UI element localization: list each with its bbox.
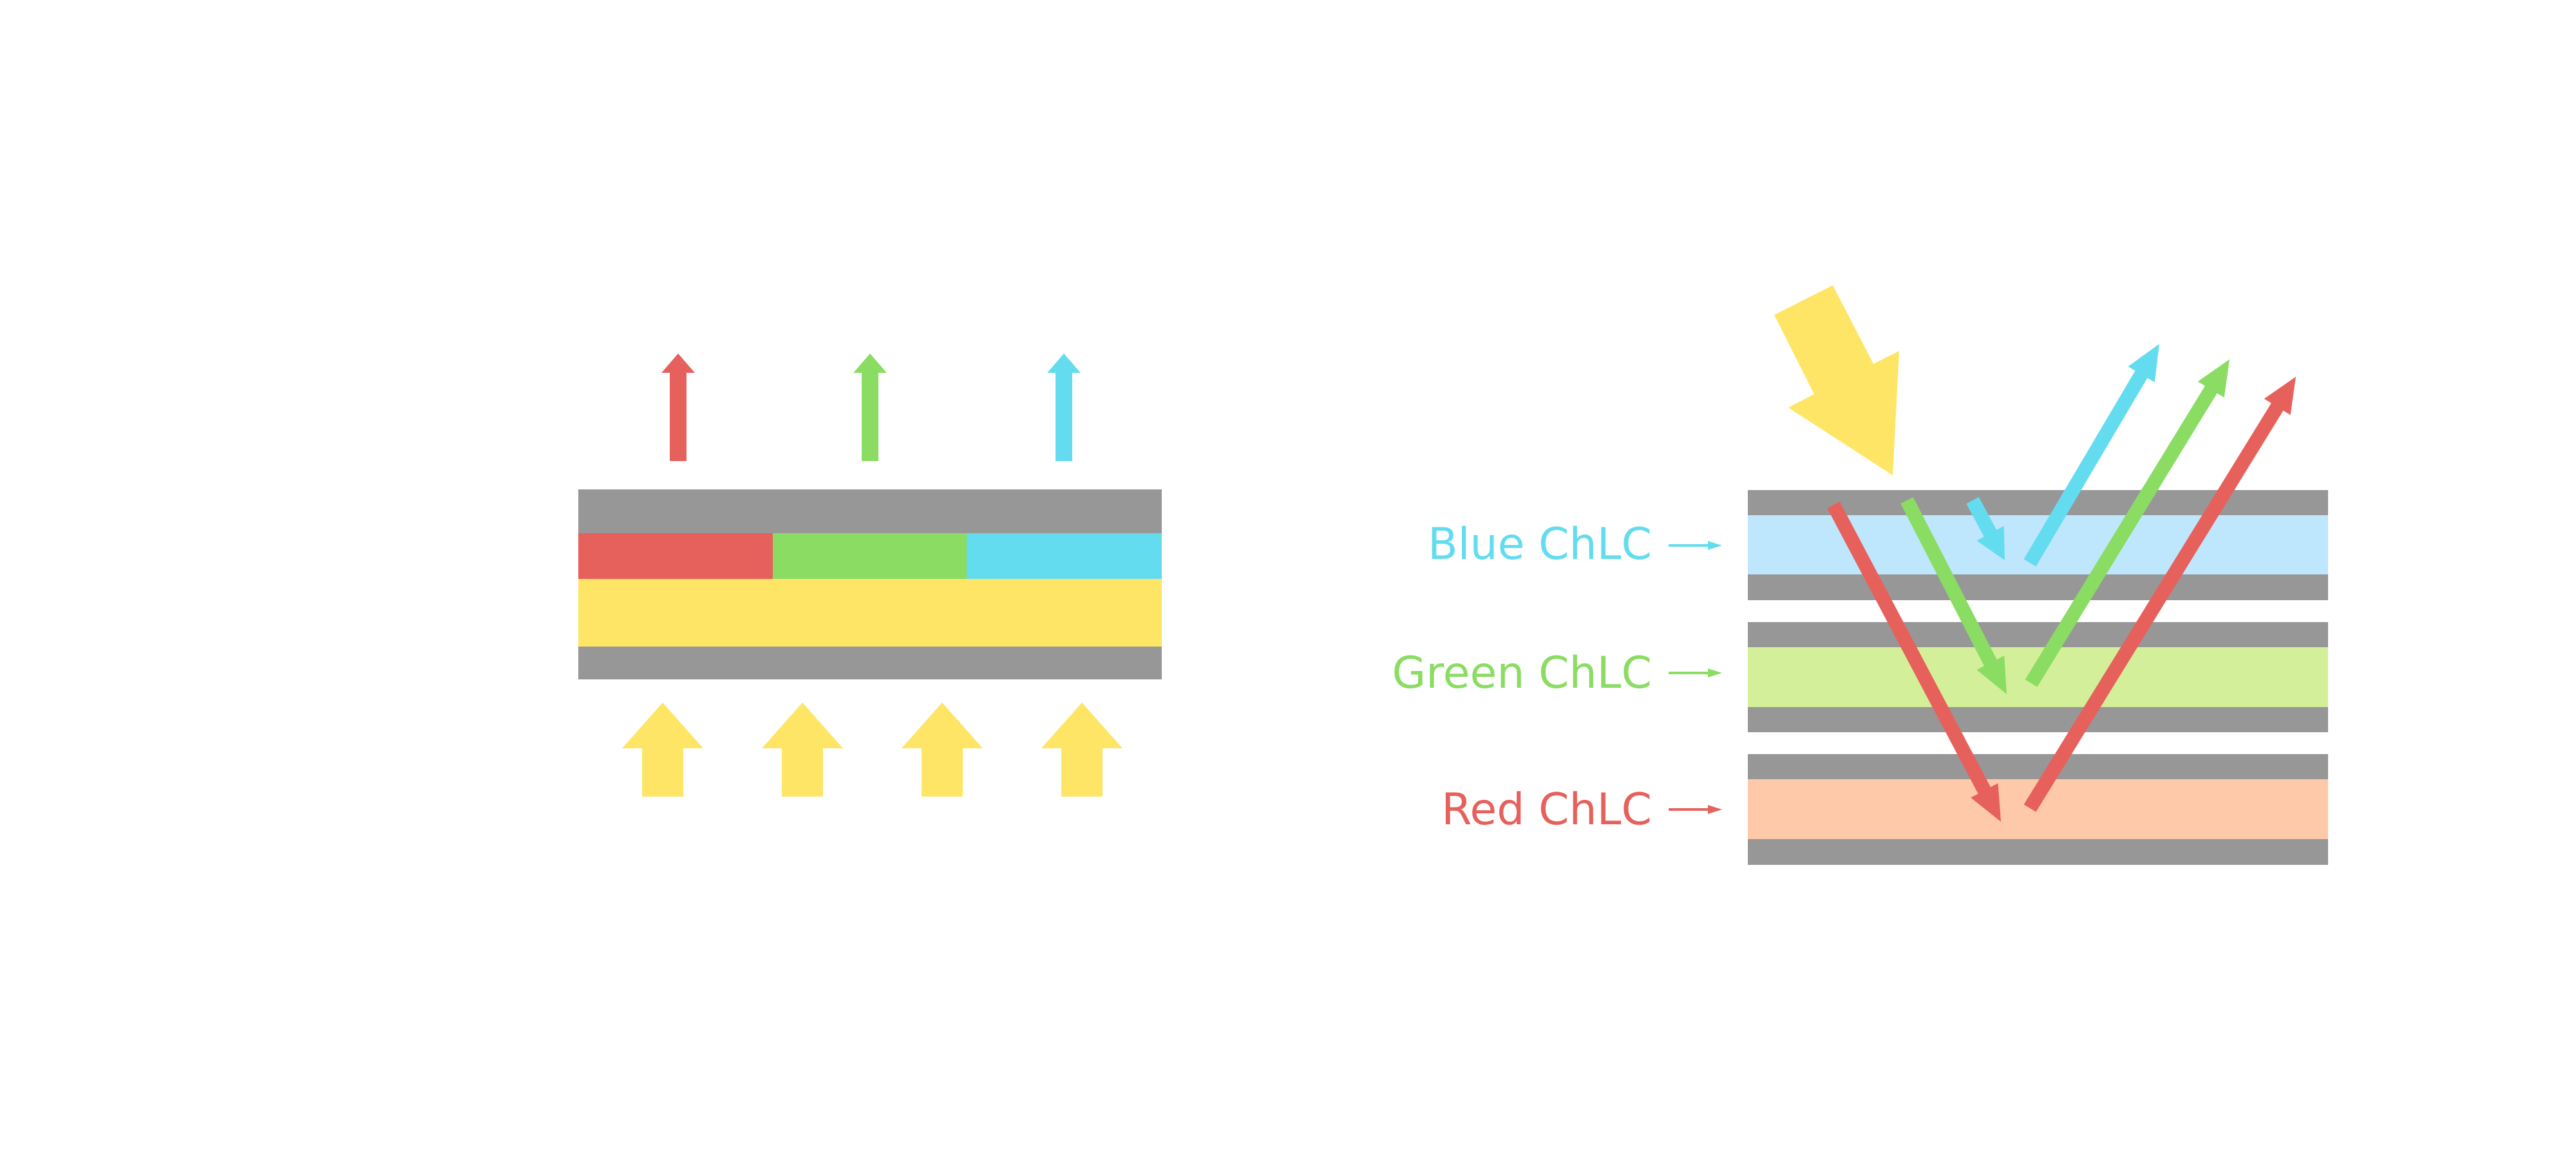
backlight-up-arrow [762,703,843,797]
red-up-arrow [661,354,695,461]
red-reflected-ray [2023,377,2296,812]
backlight-layer [578,579,1162,647]
blue-filter [967,533,1162,579]
blue-incident-ray [1966,497,2005,560]
backlight-up-arrow [902,703,983,797]
gray-layer [1748,754,2328,779]
green-chlc-label: Green ChLC [1392,648,1652,699]
green-incident-ray [1900,497,2007,694]
red-label-pointer-arrow [1669,805,1722,814]
blue-chlc-label: Blue ChLC [1428,519,1652,570]
red-chlc-label: Red ChLC [1441,784,1652,835]
left-diagram [578,354,1162,797]
red-filter [578,533,773,579]
backlight-arrows [622,703,1122,797]
red-incident-ray [1827,501,2001,822]
emitted-arrows [661,354,1081,461]
green-reflected-ray [2025,359,2230,687]
top-gray-layer [578,489,1162,533]
backlight-up-arrow [622,703,703,797]
green-filter [773,533,967,579]
gray-layer [1748,839,2328,865]
incident-light-arrow [1774,285,1899,475]
blue-label-pointer-arrow [1669,541,1722,550]
blue-up-arrow [1047,354,1081,461]
backlight-up-arrow [1041,703,1122,797]
green-label-pointer-arrow [1669,668,1722,677]
blue-reflected-ray [2023,344,2159,567]
bottom-gray-layer [578,647,1162,679]
gray-layer [1748,574,2328,600]
light-rays [1827,344,2296,822]
red-chlc-stack [1748,754,2328,865]
right-diagram: Blue ChLC Green ChLC Red ChLC [1392,285,2328,865]
green-up-arrow [853,354,887,461]
gray-layer [1748,707,2328,732]
gray-layer [1748,622,2328,647]
